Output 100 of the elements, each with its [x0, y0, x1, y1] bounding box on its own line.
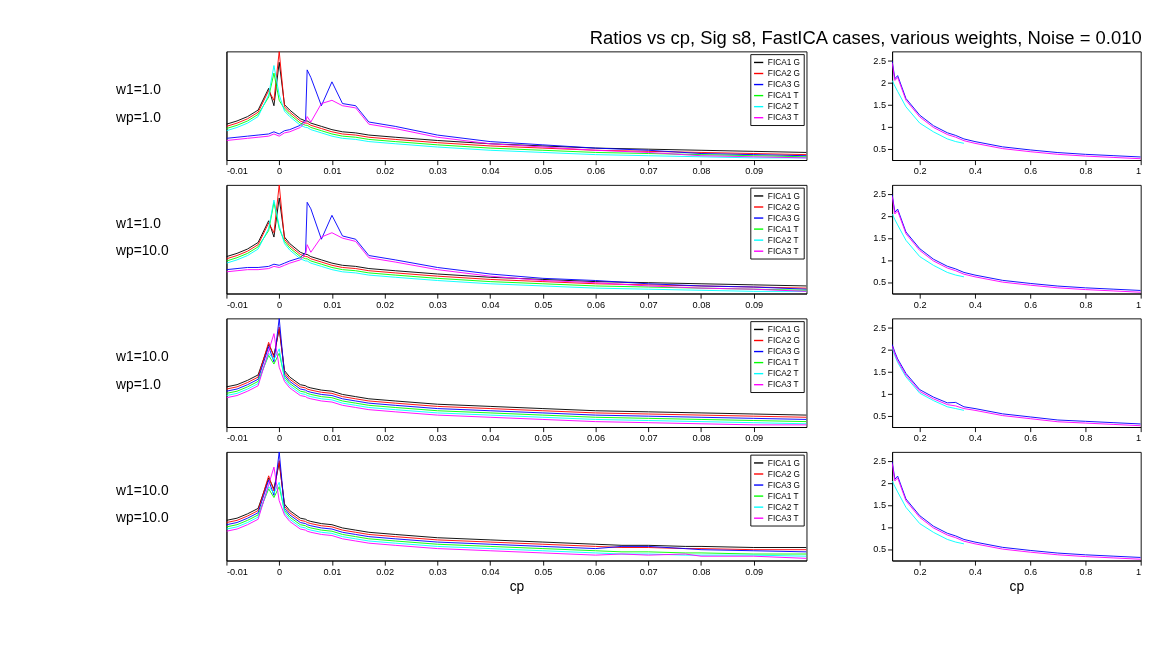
x-tick-label: 0.08 — [692, 433, 711, 444]
y-tick-label: 0.5 — [873, 410, 887, 421]
x-tick-label: 0.06 — [587, 566, 605, 577]
y-tick-label: 2 — [881, 211, 887, 222]
x-tick-label: 0.01 — [323, 299, 342, 310]
x-tick-label: 0.02 — [376, 433, 395, 444]
y-tick-label: 2 — [881, 478, 887, 489]
y-tick-label: 1.5 — [873, 500, 887, 511]
legend-label: FICA3 T — [767, 246, 799, 256]
legend-label: FICA1 G — [767, 191, 800, 201]
x-tick-label: 0.03 — [428, 299, 447, 310]
x-tick-label: 0.8 — [1079, 433, 1093, 444]
x-tick-label: 0.02 — [376, 566, 395, 577]
x-tick-label: 0.08 — [692, 299, 711, 310]
text: w1=10.0 — [115, 348, 169, 365]
x-tick-label: 0.4 — [969, 433, 982, 444]
legend-label: FICA2 T — [767, 502, 799, 512]
y-tick-label: 1.5 — [873, 99, 887, 110]
y-tick-label: 2.5 — [873, 55, 887, 66]
x-tick-label: -0.01 — [226, 566, 248, 577]
text: Ratios vs cp, Sig s8, FastICA cases, various weights, Noise = 0.010 — [589, 26, 1142, 48]
x-tick-label: 0.06 — [587, 166, 605, 177]
x-axis-title: cp — [1009, 578, 1025, 595]
text: wp=1.0 — [115, 375, 162, 392]
text: wp=10.0 — [115, 509, 169, 526]
legend-label: FICA1 G — [767, 458, 800, 468]
x-tick-label: 0.05 — [534, 566, 553, 577]
x-tick-label: 0.04 — [481, 433, 500, 444]
y-tick-label: 2.5 — [873, 322, 887, 333]
x-tick-label: 0.6 — [1024, 166, 1038, 177]
legend-label: FICA3 T — [767, 513, 799, 523]
legend-label: FICA2 T — [767, 102, 799, 112]
x-tick-label: 0 — [277, 166, 283, 177]
legend-label: FICA1 T — [767, 91, 799, 101]
text: wp=10.0 — [115, 242, 169, 259]
y-tick-label: 2.5 — [873, 456, 887, 467]
x-tick-label: 0.6 — [1024, 566, 1038, 577]
x-tick-label: -0.01 — [226, 299, 248, 310]
x-tick-label: 1 — [1136, 166, 1142, 177]
legend-label: FICA2 T — [767, 235, 799, 245]
x-tick-label: 0.09 — [745, 566, 764, 577]
legend-label: FICA2 G — [767, 469, 800, 479]
text: w1=1.0 — [115, 81, 162, 98]
legend-label: FICA3 G — [767, 347, 800, 357]
x-tick-label: 0.02 — [376, 299, 395, 310]
x-tick-label: 0.4 — [969, 166, 982, 177]
legend-label: FICA3 G — [767, 80, 800, 90]
legend-label: FICA2 G — [767, 69, 800, 79]
x-tick-label: 0 — [277, 433, 283, 444]
x-tick-label: 0.01 — [323, 433, 342, 444]
y-tick-label: 2 — [881, 77, 887, 88]
x-tick-label: 0.6 — [1024, 433, 1038, 444]
x-tick-label: -0.01 — [226, 166, 248, 177]
x-tick-label: 0.8 — [1079, 166, 1093, 177]
x-tick-label: 0.04 — [481, 166, 500, 177]
x-tick-label: 0.4 — [969, 299, 982, 310]
y-tick-label: 1 — [881, 121, 887, 132]
y-tick-label: 0.5 — [873, 277, 887, 288]
legend-label: FICA1 T — [767, 358, 799, 368]
x-tick-label: 0.4 — [969, 566, 982, 577]
text: w1=1.0 — [115, 214, 162, 231]
x-tick-label: 0.03 — [428, 433, 447, 444]
x-tick-label: 0 — [277, 299, 283, 310]
x-tick-label: 0.8 — [1079, 299, 1093, 310]
legend-label: FICA1 G — [767, 325, 800, 335]
legend-label: FICA1 G — [767, 58, 800, 68]
x-tick-label: 0.08 — [692, 166, 711, 177]
x-tick-label: 0.2 — [913, 166, 927, 177]
x-tick-label: 0.2 — [913, 566, 927, 577]
legend-label: FICA1 T — [767, 224, 799, 234]
x-tick-label: 0 — [277, 566, 283, 577]
x-tick-label: 0.02 — [376, 166, 395, 177]
line-series — [892, 480, 965, 545]
x-tick-label: 0.07 — [639, 166, 658, 177]
x-tick-label: 0.2 — [913, 299, 927, 310]
y-tick-label: 2.5 — [873, 189, 887, 200]
line-series — [892, 213, 965, 278]
x-tick-label: 0.6 — [1024, 299, 1038, 310]
x-tick-label: 0.01 — [323, 166, 342, 177]
x-tick-label: 0.07 — [639, 299, 658, 310]
x-tick-label: 0.8 — [1079, 566, 1093, 577]
legend-label: FICA1 T — [767, 491, 799, 501]
text: wp=1.0 — [115, 108, 162, 125]
y-tick-label: 1.5 — [873, 233, 887, 244]
x-tick-label: 0.01 — [323, 566, 342, 577]
legend-label: FICA2 G — [767, 202, 800, 212]
y-tick-label: 1 — [881, 388, 887, 399]
y-tick-label: 2 — [881, 344, 887, 355]
legend-label: FICA3 T — [767, 380, 799, 390]
x-tick-label: 0.06 — [587, 299, 605, 310]
x-tick-label: 1 — [1136, 433, 1142, 444]
x-tick-label: 0.05 — [534, 433, 553, 444]
legend-label: FICA2 T — [767, 369, 799, 379]
y-tick-label: 1 — [881, 255, 887, 266]
x-tick-label: 0.03 — [428, 166, 447, 177]
x-tick-label: 1 — [1136, 566, 1142, 577]
y-tick-label: 0.5 — [873, 544, 887, 555]
legend-label: FICA3 T — [767, 113, 799, 123]
x-tick-label: 0.05 — [534, 166, 553, 177]
legend-label: FICA3 G — [767, 213, 800, 223]
